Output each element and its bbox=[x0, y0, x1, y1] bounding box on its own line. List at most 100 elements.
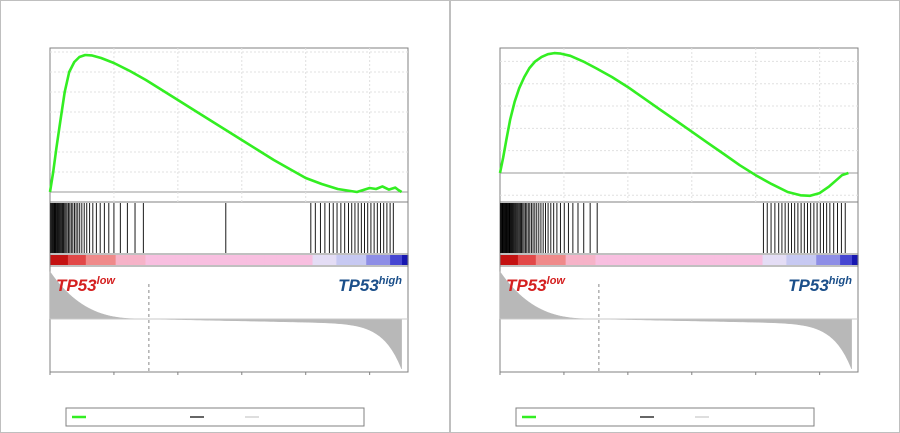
color-bar-segment bbox=[696, 255, 704, 265]
color-bar-segment bbox=[655, 255, 662, 265]
color-bar-segment bbox=[786, 255, 793, 265]
color-bar-segment bbox=[187, 255, 194, 265]
color-bar-segment bbox=[840, 255, 847, 265]
color-bar-segment bbox=[684, 255, 692, 265]
color-bar-segment bbox=[163, 255, 170, 265]
color-bar-segment bbox=[73, 255, 81, 265]
color-bar-segment bbox=[145, 255, 153, 265]
color-bar-segment bbox=[330, 255, 337, 265]
tp53-low-text: TP53 bbox=[506, 276, 547, 295]
color-bar-segment bbox=[500, 255, 507, 265]
tp53-high-label: TP53high bbox=[338, 275, 402, 295]
color-bar-segment bbox=[199, 255, 206, 265]
color-bar-segment bbox=[151, 255, 158, 265]
es-panel-frame bbox=[499, 47, 859, 203]
color-bar-segment bbox=[702, 255, 710, 265]
color-bar-segment bbox=[157, 255, 164, 265]
color-bar-segment bbox=[852, 255, 859, 265]
color-bar-segment bbox=[822, 255, 829, 265]
color-bar-segment bbox=[342, 255, 349, 265]
color-bar-segment bbox=[139, 255, 147, 265]
color-bar-segment bbox=[240, 255, 248, 265]
tp53-high-text: TP53 bbox=[338, 276, 379, 295]
legend-box bbox=[515, 407, 815, 427]
tp53-low-label: TP53low bbox=[506, 275, 566, 295]
color-bar-segment bbox=[846, 255, 853, 265]
es-panel-frame bbox=[49, 47, 409, 203]
color-bar-segment bbox=[229, 255, 236, 265]
color-bar-segment bbox=[294, 255, 302, 265]
color-bar-segment bbox=[360, 255, 367, 265]
color-bar-segment bbox=[679, 255, 686, 265]
color-bar-segment bbox=[744, 255, 752, 265]
tp53-high-label: TP53high bbox=[788, 275, 852, 295]
color-bar-segment bbox=[583, 255, 591, 265]
color-bar-segment bbox=[768, 255, 776, 265]
color-bar-segment bbox=[714, 255, 722, 265]
tp53-low-sup: low bbox=[547, 275, 567, 287]
color-bar-segment bbox=[288, 255, 296, 265]
color-bar-segment bbox=[720, 255, 728, 265]
color-bar-segment bbox=[55, 255, 63, 265]
tp53-low-label: TP53low bbox=[56, 275, 116, 295]
color-bar-segment bbox=[205, 255, 212, 265]
color-bar-segment bbox=[816, 255, 823, 265]
color-bar-segment bbox=[133, 255, 141, 265]
color-bar-segment bbox=[366, 255, 373, 265]
color-bar-segment bbox=[690, 255, 698, 265]
enrichment-plot-left: TP53low TP53high bbox=[0, 0, 450, 433]
hits-panel-frame bbox=[49, 201, 409, 255]
tp53-high-sup: high bbox=[829, 275, 852, 287]
color-bar-segment bbox=[300, 255, 308, 265]
color-bar-segment bbox=[175, 255, 182, 265]
color-bar-segment bbox=[246, 255, 254, 265]
color-bar-segment bbox=[372, 255, 379, 265]
color-bar-segment bbox=[535, 255, 543, 265]
color-bar-segment bbox=[559, 255, 567, 265]
color-bar-segment bbox=[336, 255, 343, 265]
color-bar-segment bbox=[756, 255, 764, 265]
color-bar-segment bbox=[834, 255, 841, 265]
color-bar-segment bbox=[127, 255, 135, 265]
color-bar-segment bbox=[571, 255, 579, 265]
color-bar-segment bbox=[511, 255, 519, 265]
color-bar-segment bbox=[306, 255, 314, 265]
color-bar-segment bbox=[547, 255, 555, 265]
color-bar-segment bbox=[181, 255, 188, 265]
color-bar-segment bbox=[97, 255, 105, 265]
color-bar-segment bbox=[726, 255, 734, 265]
color-bar-segment bbox=[115, 255, 123, 265]
color-bar-segment bbox=[667, 255, 674, 265]
color-bar-segment bbox=[517, 255, 525, 265]
color-bar-frame bbox=[499, 253, 859, 267]
color-bar-segment bbox=[234, 255, 242, 265]
color-bar-segment bbox=[774, 255, 782, 265]
color-bar-segment bbox=[631, 255, 638, 265]
color-bar-segment bbox=[738, 255, 746, 265]
color-bar-segment bbox=[643, 255, 650, 265]
color-bar-segment bbox=[762, 255, 770, 265]
color-bar-segment bbox=[384, 255, 391, 265]
color-bar-segment bbox=[79, 255, 87, 265]
color-bar-segment bbox=[276, 255, 284, 265]
metric-area bbox=[49, 270, 402, 370]
color-bar-segment bbox=[804, 255, 811, 265]
enrichment-plot-right: TP53low TP53high bbox=[450, 0, 900, 433]
color-bar-segment bbox=[402, 255, 409, 265]
legend-box bbox=[65, 407, 365, 427]
color-bar-segment bbox=[750, 255, 758, 265]
color-bar-segment bbox=[211, 255, 218, 265]
color-bar-segment bbox=[541, 255, 549, 265]
color-bar-segment bbox=[252, 255, 260, 265]
color-bar-segment bbox=[312, 255, 320, 265]
color-bar-segment bbox=[708, 255, 716, 265]
color-bar-segment bbox=[589, 255, 597, 265]
color-bar-segment bbox=[792, 255, 799, 265]
color-bar-segment bbox=[601, 255, 608, 265]
color-bar-segment bbox=[378, 255, 385, 265]
es-curve bbox=[48, 53, 403, 194]
color-bar-segment bbox=[390, 255, 397, 265]
color-bar-segment bbox=[607, 255, 614, 265]
color-bar-segment bbox=[91, 255, 99, 265]
